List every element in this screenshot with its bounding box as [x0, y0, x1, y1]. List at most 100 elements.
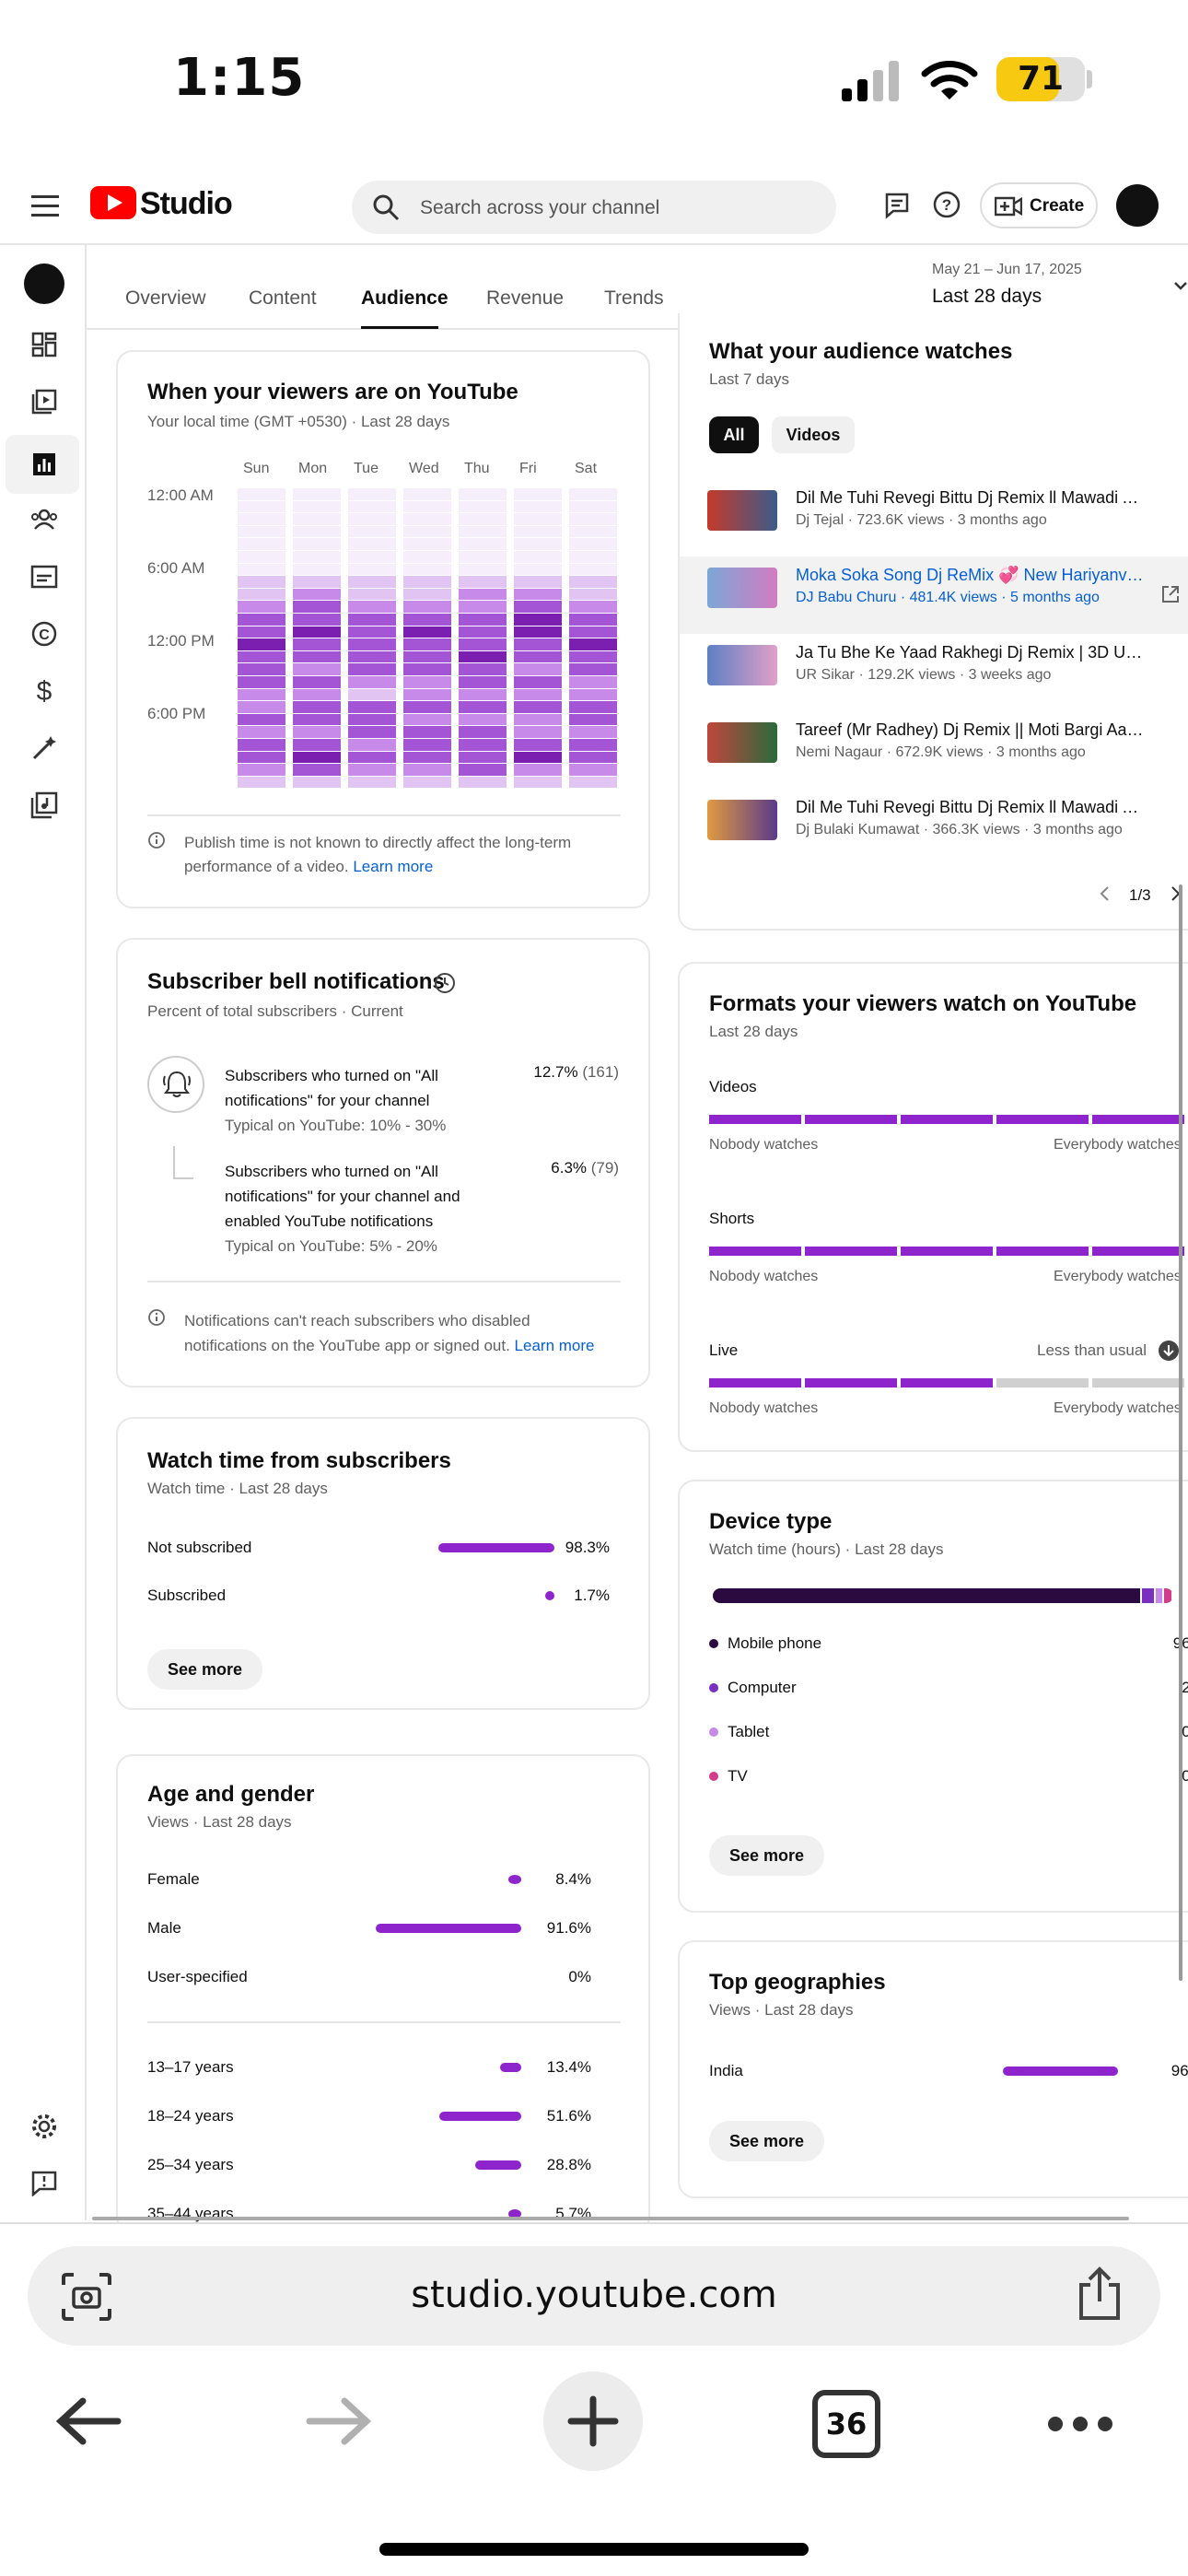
heatmap-cell	[459, 663, 507, 675]
see-more-button[interactable]: See more	[709, 2121, 825, 2161]
device-label: Tablet	[728, 1723, 770, 1740]
row-value: 51.6%	[546, 2107, 591, 2125]
learn-more-link[interactable]: Learn more	[353, 858, 434, 875]
search-icon	[373, 194, 400, 221]
sidebar-item-audio-library[interactable]	[26, 787, 63, 824]
see-more-button[interactable]: See more	[709, 1835, 825, 1876]
sidebar-item-community[interactable]	[26, 501, 63, 538]
sidebar-item-customization[interactable]	[26, 730, 63, 767]
vertical-scrollbar[interactable]	[1179, 884, 1182, 1981]
search-bar[interactable]: Search across your channel	[352, 181, 836, 234]
device-value: 2.7%	[1182, 1679, 1188, 1696]
tab-count-button[interactable]: 36	[812, 2390, 880, 2458]
video-row[interactable]: Dil Me Tuhi Revegi Bittu Dj Remix ll Maw…	[680, 479, 1188, 556]
device-stacked-bar	[713, 1588, 1173, 1603]
heatmap-cell	[459, 601, 507, 613]
tab-revenue[interactable]: Revenue	[486, 287, 565, 309]
format-segment	[901, 1247, 993, 1256]
studio-wordmark[interactable]: Studio	[140, 186, 233, 221]
video-row[interactable]: Dil Me Tuhi Revegi Bittu Dj Remix ll Maw…	[680, 789, 1188, 866]
geo-value: 96.1%	[1171, 2062, 1188, 2079]
heatmap-cell	[459, 713, 507, 726]
info-icon	[148, 832, 165, 849]
feedback-icon[interactable]	[884, 192, 910, 219]
video-thumbnail[interactable]	[707, 645, 777, 685]
sidebar-item-analytics[interactable]	[26, 446, 63, 483]
card-subtitle: Last 28 days	[709, 1023, 798, 1040]
row-label: Subscribed	[147, 1587, 227, 1604]
heatmap-cell	[238, 701, 285, 713]
date-range-picker[interactable]: May 21 – Jun 17, 2025 Last 28 days	[932, 262, 1082, 308]
forward-arrow-icon[interactable]	[306, 2395, 374, 2447]
heatmap-cell	[348, 538, 396, 550]
heatmap-cell	[238, 551, 285, 563]
heatmap-cell	[569, 614, 617, 626]
video-thumbnail[interactable]	[707, 722, 777, 763]
sidebar-item-settings[interactable]	[26, 2108, 63, 2145]
video-title[interactable]: Moka Soka Song Dj ReMix 💞 New Hariyanvi …	[796, 566, 1146, 584]
youtube-logo-icon[interactable]	[90, 186, 136, 219]
tab-trends[interactable]: Trends	[604, 287, 664, 309]
video-row[interactable]: Tareef (Mr Radhey) Dj Remix || Moti Barg…	[680, 711, 1188, 789]
row-label: 35–44 years	[147, 2205, 234, 2222]
sidebar-item-subtitles[interactable]	[26, 558, 63, 595]
active-tab-indicator	[361, 326, 438, 329]
video-thumbnail[interactable]	[707, 490, 777, 531]
sidebar-item-send-feedback[interactable]	[26, 2165, 63, 2202]
tab-audience[interactable]: Audience	[361, 287, 448, 309]
address-bar[interactable]: studio.youtube.com	[28, 2246, 1160, 2346]
heatmap-cell	[514, 513, 562, 525]
chevron-left-icon[interactable]	[1098, 884, 1112, 903]
sidebar-item-earn[interactable]: $	[26, 673, 63, 709]
video-title[interactable]: Dil Me Tuhi Revegi Bittu Dj Remix ll Maw…	[796, 798, 1146, 816]
video-thumbnail[interactable]	[707, 568, 777, 608]
heatmap-cell	[238, 513, 285, 525]
help-icon[interactable]: ?	[932, 190, 961, 219]
see-more-button[interactable]: See more	[147, 1649, 263, 1690]
video-title[interactable]: Dil Me Tuhi Revegi Bittu Dj Remix ll Maw…	[796, 488, 1146, 507]
video-row[interactable]: Ja Tu Bhe Ke Yaad Rakhegi Dj Remix | 3D …	[680, 634, 1188, 711]
back-arrow-icon[interactable]	[53, 2395, 122, 2447]
sidebar-item-copyright[interactable]: C	[26, 615, 63, 652]
video-thumbnail[interactable]	[707, 800, 777, 840]
video-title[interactable]: Tareef (Mr Radhey) Dj Remix || Moti Barg…	[796, 720, 1146, 739]
tab-overview[interactable]: Overview	[125, 287, 206, 309]
hour-label: 12:00 PM	[147, 632, 215, 650]
divider	[147, 814, 621, 816]
heatmap-cell	[348, 488, 396, 500]
horizontal-scrollbar[interactable]	[92, 2217, 1129, 2220]
tab-content[interactable]: Content	[249, 287, 317, 309]
heatmap-cell	[348, 764, 396, 776]
divider	[147, 1281, 621, 1282]
heatmap-cell	[293, 513, 341, 525]
heatmap-cell	[514, 776, 562, 789]
filter-videos-chip[interactable]: Videos	[772, 416, 855, 453]
format-segment	[709, 1378, 801, 1388]
new-tab-button[interactable]	[543, 2371, 643, 2471]
video-row[interactable]: Moka Soka Song Dj ReMix 💞 New Hariyanvi …	[680, 556, 1188, 634]
heatmap-cell	[293, 638, 341, 650]
create-button[interactable]: Create	[980, 182, 1098, 228]
magic-wand-icon	[32, 736, 56, 760]
external-link-icon[interactable]	[1160, 584, 1181, 604]
chevron-down-icon[interactable]	[1173, 278, 1188, 293]
publish-note: Publish time is not known to directly af…	[184, 831, 617, 879]
avatar[interactable]	[1116, 184, 1159, 227]
share-icon[interactable]	[1074, 2265, 1125, 2322]
percent: 6.3%	[551, 1159, 588, 1177]
sidebar-item-content[interactable]	[26, 383, 63, 420]
url-text[interactable]: studio.youtube.com	[411, 2274, 777, 2316]
menu-icon[interactable]	[31, 193, 59, 217]
heatmap-cell	[293, 726, 341, 738]
learn-more-link[interactable]: Learn more	[514, 1337, 595, 1354]
search-input[interactable]: Search across your channel	[420, 197, 660, 218]
heatmap-cell	[293, 614, 341, 626]
channel-avatar[interactable]	[24, 263, 64, 304]
heatmap-cell	[514, 663, 562, 675]
more-icon[interactable]	[1046, 2412, 1114, 2436]
sidebar-item-dashboard[interactable]	[26, 326, 63, 363]
video-title[interactable]: Ja Tu Bhe Ke Yaad Rakhegi Dj Remix | 3D …	[796, 643, 1146, 662]
page-scan-icon[interactable]	[61, 2272, 112, 2322]
desc-line: notifications" for your channel and	[225, 1188, 460, 1205]
filter-all-chip[interactable]: All	[709, 416, 759, 453]
